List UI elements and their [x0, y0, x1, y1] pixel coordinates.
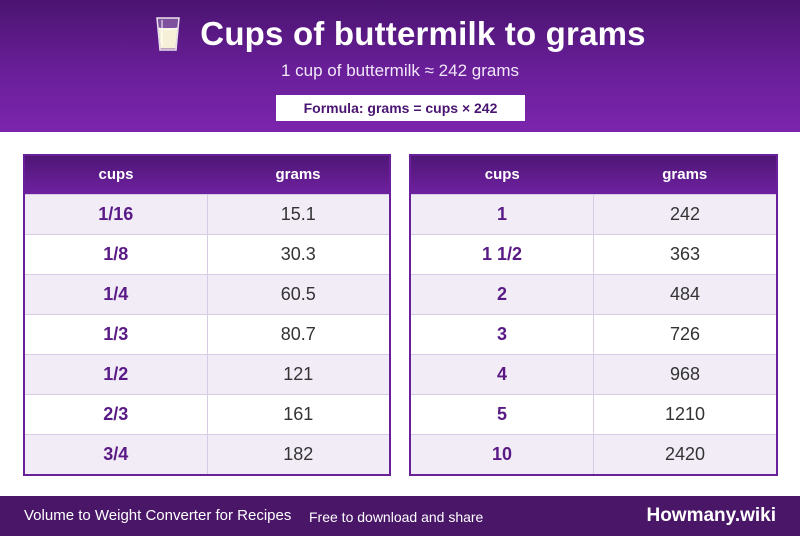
- column-header-grams: grams: [275, 166, 321, 183]
- cups-cell: 1/2: [25, 355, 208, 394]
- conversion-table-left: cups grams 1/16 15.1 1/8 30.3 1/4 60.5 1/3 8…: [23, 154, 391, 476]
- cups-cell: 5: [411, 395, 594, 434]
- cups-cell: 3/4: [25, 435, 208, 474]
- cups-cell: 2/3: [25, 395, 208, 434]
- brand-logo-text[interactable]: Howmany.wiki: [646, 505, 776, 526]
- table-row: 1 242: [411, 194, 776, 234]
- table-row: 1/8 30.3: [25, 234, 389, 274]
- grams-cell: 182: [283, 444, 314, 464]
- grams-cell: 60.5: [280, 284, 316, 304]
- grams-cell: 30.3: [280, 244, 316, 264]
- grams-cell: 726: [669, 324, 701, 344]
- column-header-cups: cups: [98, 166, 134, 183]
- cups-cell: 4: [411, 355, 594, 394]
- conversion-table-right: cups grams 1 242 1 1/2 363 2 484 3 726 4 968 …: [409, 154, 778, 476]
- table-row: 3 726: [411, 314, 776, 354]
- header-banner: Cups of buttermilk to grams 1 cup of but…: [0, 0, 800, 132]
- column-header-grams: grams: [662, 166, 708, 183]
- table-header: cups grams: [25, 156, 389, 194]
- cups-cell: 2: [411, 275, 594, 314]
- subtitle: 1 cup of buttermilk ≈ 242 grams: [281, 61, 519, 80]
- footer-converter-text: Volume to Weight Converter for Recipes: [24, 507, 292, 524]
- cups-cell: 1/16: [25, 195, 208, 234]
- cups-cell: 1/4: [25, 275, 208, 314]
- table-row: 2/3 161: [25, 394, 389, 434]
- grams-cell: 363: [669, 244, 701, 264]
- cups-cell: 3: [411, 315, 594, 354]
- title-row: Cups of buttermilk to grams: [0, 14, 800, 54]
- table-row: 5 1210: [411, 394, 776, 434]
- cups-cell: 1: [411, 195, 594, 234]
- glass-of-milk-icon: [154, 16, 182, 52]
- grams-cell: 1210: [664, 404, 706, 424]
- table-row: 1/4 60.5: [25, 274, 389, 314]
- table-row: 10 2420: [411, 434, 776, 474]
- table-row: 1 1/2 363: [411, 234, 776, 274]
- table-row: 3/4 182: [25, 434, 389, 474]
- footer-bar: Volume to Weight Converter for Recipes F…: [0, 496, 800, 536]
- page-title: Cups of buttermilk to grams: [200, 15, 646, 52]
- grams-cell: 484: [669, 284, 701, 304]
- table-row: 1/3 80.7: [25, 314, 389, 354]
- grams-cell: 968: [669, 364, 701, 384]
- table-row: 4 968: [411, 354, 776, 394]
- grams-cell: 161: [283, 404, 314, 424]
- grams-cell: 80.7: [280, 324, 316, 344]
- grams-cell: 15.1: [280, 204, 316, 224]
- footer-share-text: Free to download and share: [309, 509, 484, 525]
- table-header: cups grams: [411, 156, 776, 194]
- grams-cell: 2420: [664, 444, 706, 464]
- table-row: 1/16 15.1: [25, 194, 389, 234]
- table-row: 2 484: [411, 274, 776, 314]
- grams-cell: 242: [669, 204, 701, 224]
- cups-cell: 1/8: [25, 235, 208, 274]
- cups-cell: 10: [411, 435, 594, 474]
- grams-cell: 121: [283, 364, 314, 384]
- table-row: 1/2 121: [25, 354, 389, 394]
- column-header-cups: cups: [484, 166, 520, 183]
- cups-cell: 1 1/2: [411, 235, 594, 274]
- cups-cell: 1/3: [25, 315, 208, 354]
- formula-badge: Formula: grams = cups × 242: [276, 95, 525, 121]
